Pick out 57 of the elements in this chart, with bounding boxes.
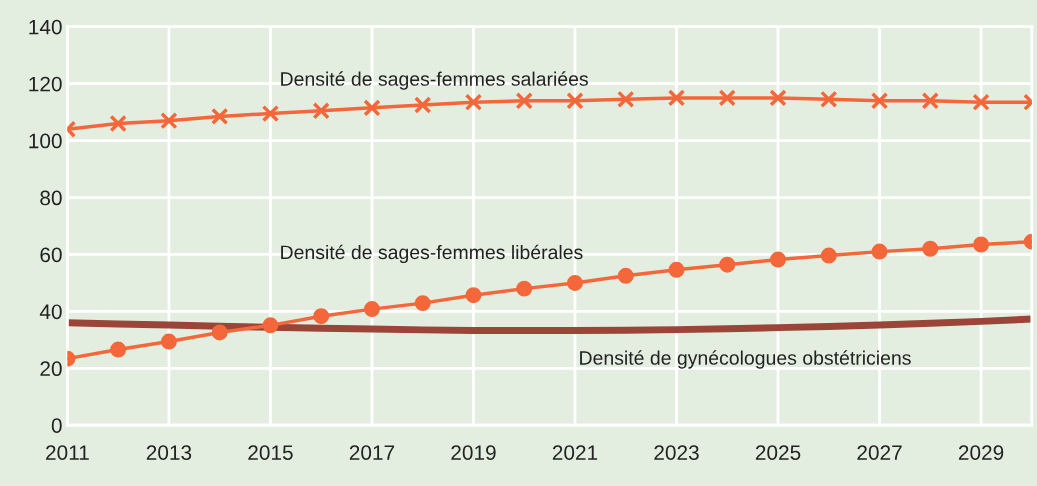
- point: [820, 90, 838, 108]
- series-label: Densité de gynécologues obstétriciens: [580, 350, 911, 369]
- x-tick-label: 2011: [46, 445, 89, 460]
- series-label: Densité de sages-femmes libérales: [281, 244, 583, 264]
- x-tick-label: 2019: [451, 445, 496, 460]
- point: [110, 341, 127, 358]
- y-tick-label: 80: [40, 190, 62, 206]
- point: [312, 102, 330, 120]
- point: [668, 261, 685, 278]
- x-tick-label: 2029: [958, 445, 1004, 460]
- point: [464, 93, 483, 111]
- point: [820, 247, 837, 264]
- point: [516, 280, 533, 297]
- point: [363, 301, 380, 318]
- x-tick-label: 2013: [146, 445, 192, 460]
- y-tick-label: 40: [39, 304, 62, 320]
- point: [718, 89, 736, 107]
- x-tick-label: 2027: [857, 445, 902, 460]
- point: [363, 99, 381, 117]
- point: [261, 104, 280, 123]
- point: [160, 333, 177, 350]
- point: [515, 92, 533, 110]
- point: [719, 256, 736, 273]
- x-tick-label: 2015: [248, 445, 293, 460]
- point: [414, 295, 431, 312]
- point: [921, 92, 939, 110]
- x-tick-label: 2017: [349, 445, 395, 460]
- point: [617, 267, 634, 284]
- point: [262, 317, 279, 334]
- y-tick-label: 20: [40, 361, 62, 377]
- x-tick-label: 2021: [552, 445, 598, 460]
- point: [769, 89, 787, 107]
- y-tick-label: 60: [40, 247, 62, 263]
- point: [870, 92, 889, 110]
- series-label: Densité de sages-femmes salariées: [281, 71, 588, 90]
- y-tick-label: 120: [29, 76, 62, 92]
- point: [667, 89, 686, 107]
- point: [871, 243, 888, 260]
- point: [160, 111, 178, 130]
- point: [211, 107, 229, 126]
- point: [617, 90, 635, 108]
- point: [922, 240, 939, 257]
- point: [414, 96, 432, 114]
- point: [109, 114, 127, 133]
- point: [972, 93, 990, 111]
- point: [211, 324, 228, 341]
- y-tick-label: 0: [51, 418, 62, 433]
- point: [566, 92, 584, 110]
- x-tick-label: 2025: [755, 445, 801, 460]
- point: [313, 308, 330, 325]
- y-tick-label: 140: [29, 19, 62, 35]
- point: [770, 251, 787, 268]
- point: [465, 287, 482, 304]
- y-tick-label: 100: [29, 133, 62, 149]
- point: [567, 274, 583, 291]
- point: [973, 236, 990, 253]
- x-tick-label: 2023: [654, 445, 699, 460]
